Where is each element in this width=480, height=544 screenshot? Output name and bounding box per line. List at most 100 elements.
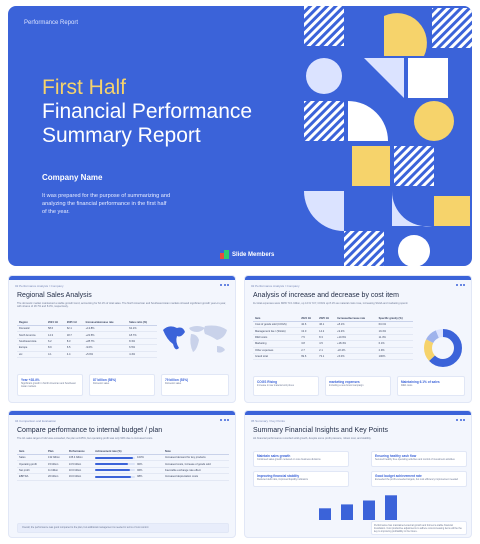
brand-icon [220,250,229,259]
table-cell: 6.5 [64,344,84,352]
table-row: Europe 8.9 6.5 -9.0% 6.5% [17,344,157,352]
table-row: North America 14.3 18.7 +22.5% 18.7% [17,331,157,339]
table-header: Increase/decrease rate [335,316,377,322]
table-cell: 46.1 [317,321,336,329]
table-cell: Increased costs, Increase of goods sold [163,460,229,468]
table-cell: 4.5 [317,340,336,348]
table-cell: Other expenses [253,347,300,354]
brand-name: Slide Members [232,251,275,258]
table-cell: 63.1% [376,321,413,329]
table-cell: 18.7 [64,331,84,339]
table-cell: 8.3% [127,338,157,346]
table-header: Note [163,449,229,455]
slide-subtitle: 02 Performance Analysis / Company [251,284,300,288]
kpi-card-cogs: COGS Rising Increase in raw material uni… [253,376,319,396]
table-row: Cost of goods sold (COGS) 42.6 46.1 +8.1% 63… [253,321,413,329]
kpi-card-rnd: Maintaining 6.1% of sales R&D costs [397,376,465,396]
slide-title: Regional Sales Analysis [17,292,92,299]
table-row: Grand total 69.6 73.1 +5.0% 100% [253,353,413,361]
kpi-card-marketing: marketing expenses Including a new brand… [325,376,391,396]
table-cell: 19.6 billion [66,473,94,481]
slide-summary-insights[interactable]: 05 Summary / Key Points Summary Financia… [244,410,472,538]
title-slide[interactable]: Performance Report First Half Financial … [8,6,472,266]
table-cell: 7.5 [299,334,318,342]
key-point-card: Good budget achievement rate Exceeded the… [371,471,467,487]
table-header: Achievement rate (%) [93,449,163,455]
table-header: Performance [66,449,94,455]
slide-title: Compare performance to internal budget /… [17,427,163,434]
table-cell: 100% [376,353,413,361]
table-cell: 132 billion [46,454,67,462]
table-row: Sales 132 billion 135.4 billion 103% Increas… [17,454,229,462]
table-cell: +9.2% [335,327,377,335]
company-name: Company Name [42,173,103,182]
table-cell: Increased demand for key products [163,454,229,462]
slide-dots [220,419,229,421]
table-cell: 6.1% [376,340,413,348]
bar-1 [341,504,353,520]
achievement-bar [95,463,136,466]
table-cell: 18.7% [127,331,157,339]
table-header: 2024 1H [46,320,65,326]
table-cell: 6.2 [46,338,65,346]
world-map-icon [163,325,227,353]
slide-budget-compare[interactable]: 04 Comparison and Evaluation Compare per… [8,410,236,538]
table-cell: Favorable exchange rate effect [163,467,229,475]
slide-regional-sales[interactable]: 02 Performance Analysis / Company Region… [8,275,236,403]
table-cell: +5.9% [83,351,128,358]
key-point-card: Improving financial stability Reduced deb… [253,471,349,487]
table-cell: 58.6 [46,325,65,333]
table-cell: -22.2% [335,347,377,354]
slide-cost-analysis[interactable]: 02 Performance Analysis / Company Analys… [244,275,472,403]
table-header: Item [253,316,300,322]
table-cell: +13.8% [83,325,128,333]
table-header: Increase/decrease rate [83,320,128,326]
table-row: Marketing 3.8 4.5 +18.4% 6.1% [253,340,413,348]
table-header: Specific gravity (%) [376,316,413,322]
slide-top-bar [9,411,235,415]
table-cell: +18.4% [335,340,377,348]
slide-subtitle: 05 Summary / Key Points [251,419,285,423]
table-cell: 4.1 [46,351,65,358]
table-cell: 62.1% [127,325,157,333]
slide-dots [220,284,229,286]
table-cell: 15 billion [46,460,67,468]
table-cell: 62.1 [64,325,84,333]
table-cell: +28.7% [83,338,128,346]
table-row: Management fee / (SG&A) 13.0 14.2 +9.2% 19.4… [253,327,413,335]
table-cell: Southeast Asia [17,338,47,346]
table-header: 2024 1H [299,316,318,322]
slide-subtitle: 02 Performance Analysis / Company [15,284,64,288]
table-cell: Domestic [17,325,47,333]
slide-note: 1H total expenses were KRW 73.1 billion,… [253,302,409,305]
table-cell: 42.6 [299,321,318,329]
table-header: Plan [46,449,67,455]
cost-donut-chart [424,329,462,367]
table-header: Region [17,320,47,326]
title-line-1: First Half [42,76,126,99]
brand-logo: Slide Members [220,250,274,259]
bar-3 [385,495,397,520]
table-cell: Operating profit [17,460,47,468]
table-cell: Sales [17,454,47,462]
table-header: Item [17,449,47,455]
table-cell: 2.7 [299,347,318,354]
slide-dots [456,284,465,286]
table-cell: 8.9 [46,344,65,352]
slide-note: The domestic market maintained a stable … [17,302,227,309]
table-cell: North America [17,331,47,339]
table-row: etc 4.1 4.4 +5.9% 4.4% [17,351,157,358]
table-cell: 6.5% [127,344,157,352]
table-row: R&D costs 7.5 8.3 +10.6% 11.3% [253,334,413,342]
title-line-3: Summary Report [42,124,201,147]
key-point-card: Ensuring healthy cash flow Secured health… [371,451,467,467]
table-cell: +5.0% [335,353,377,361]
table-cell: Management fee / (SG&A) [253,327,300,335]
table-cell: 2.9% [376,347,413,354]
table-cell: EBITDA [17,473,47,481]
table-cell: 8.3 [317,334,336,342]
bar-2 [363,500,375,520]
table-cell: Cost of goods sold (COGS) [253,321,300,329]
table-cell: -9.0% [83,344,128,352]
table-cell: 19.4% [376,327,413,335]
